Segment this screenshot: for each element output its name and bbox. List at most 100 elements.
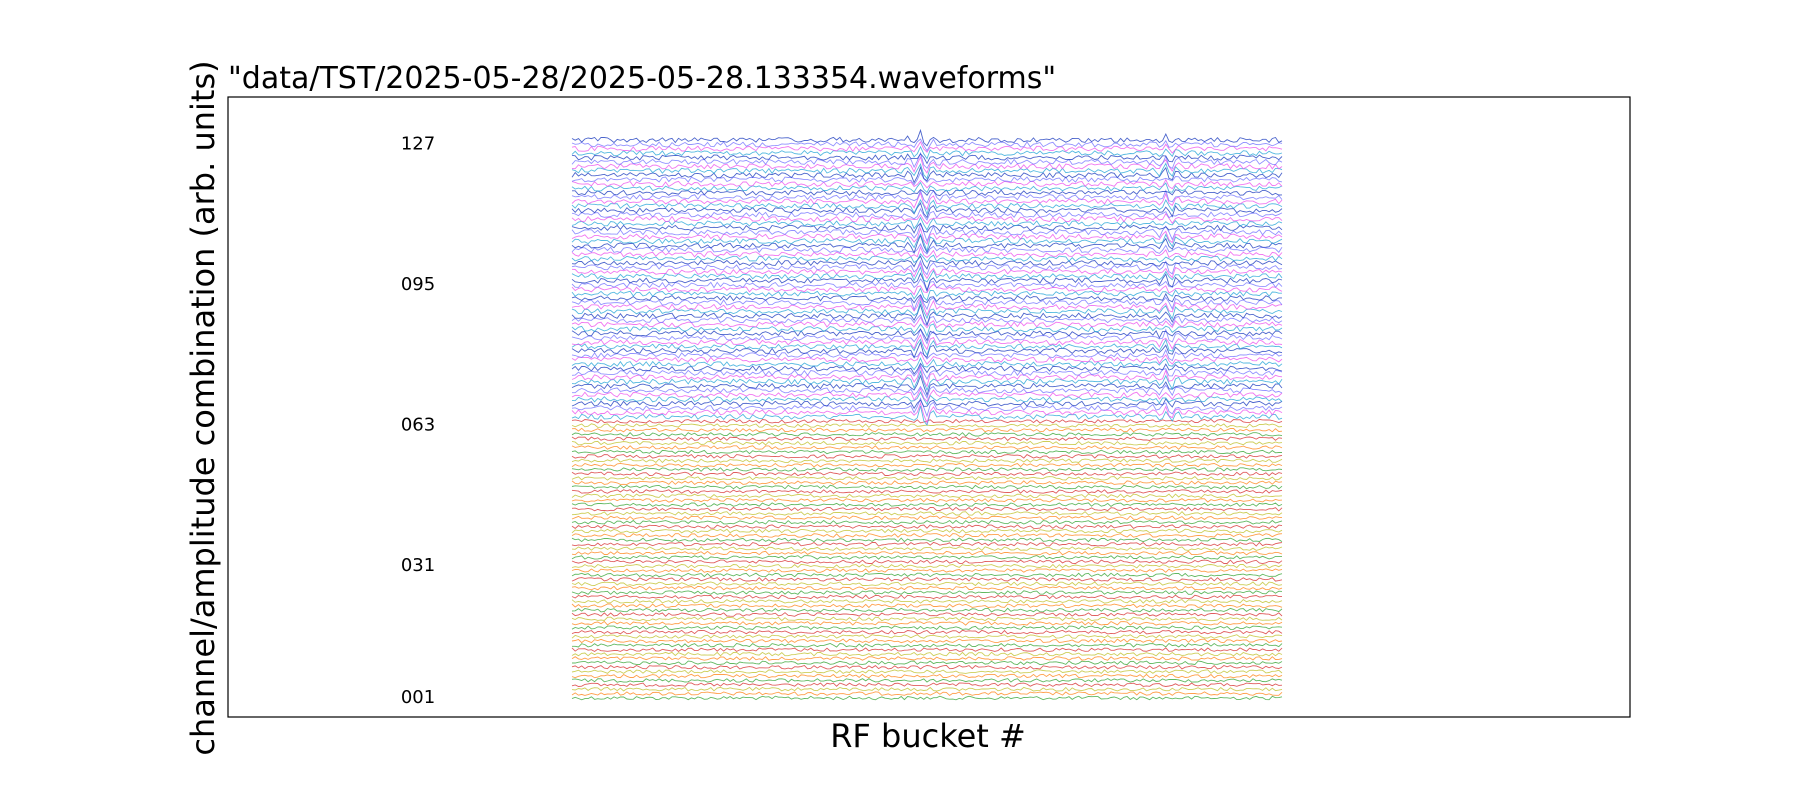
channel-trace-110: [571, 212, 1283, 225]
channel-trace-23: [571, 599, 1283, 604]
channel-trace-2: [571, 691, 1283, 696]
channel-trace-51: [571, 476, 1283, 481]
channel-trace-126: [571, 140, 1283, 154]
channel-trace-112: [571, 201, 1283, 219]
channel-trace-8: [571, 664, 1283, 670]
channel-trace-71: [572, 384, 1283, 400]
channel-trace-115: [571, 189, 1283, 204]
channel-trace-67: [571, 397, 1283, 418]
channel-trace-4: [571, 682, 1283, 688]
plot-frame: [227, 96, 1631, 718]
channel-trace-50: [571, 480, 1283, 486]
channel-trace-72: [571, 374, 1283, 397]
channel-trace-89: [571, 299, 1283, 320]
channel-trace-6: [571, 673, 1283, 679]
channel-trace-64: [571, 418, 1283, 424]
channel-trace-53: [571, 467, 1283, 472]
channel-trace-40: [571, 524, 1283, 529]
channel-trace-111: [571, 207, 1283, 221]
channel-trace-43: [571, 511, 1283, 516]
channel-trace-70: [571, 387, 1283, 403]
channel-trace-62: [571, 427, 1283, 433]
channel-trace-76: [571, 362, 1283, 375]
waveform-traces: [571, 128, 1283, 701]
channel-trace-97: [571, 265, 1283, 283]
channel-trace-26: [571, 585, 1283, 591]
channel-trace-41: [571, 519, 1283, 525]
channel-trace-96: [571, 272, 1283, 292]
channel-trace-77: [571, 357, 1283, 371]
channel-trace-84: [571, 328, 1283, 342]
channel-trace-17: [571, 625, 1283, 630]
channel-trace-109: [571, 216, 1283, 231]
channel-trace-120: [571, 165, 1283, 184]
channel-trace-116: [572, 188, 1283, 197]
channel-trace-74: [571, 364, 1283, 388]
channel-trace-31: [571, 563, 1283, 569]
channel-trace-94: [571, 283, 1283, 296]
channel-trace-78: [571, 350, 1283, 365]
channel-trace-57: [571, 449, 1282, 455]
channel-trace-27: [571, 581, 1283, 587]
channel-trace-79: [571, 348, 1283, 362]
channel-trace-48: [571, 489, 1283, 494]
channel-trace-15: [571, 634, 1283, 639]
channel-trace-119: [571, 171, 1283, 186]
channel-trace-123: [571, 151, 1283, 170]
channel-trace-75: [571, 364, 1283, 380]
channel-trace-55: [571, 458, 1283, 464]
channel-trace-90: [571, 296, 1283, 317]
channel-trace-118: [571, 178, 1283, 190]
channel-trace-29: [571, 572, 1283, 578]
channel-trace-92: [571, 292, 1282, 304]
x-axis-label: RF bucket #: [830, 717, 1026, 755]
channel-trace-59: [571, 440, 1283, 446]
chart-title: "data/TST/2025-05-28/2025-05-28.133354.w…: [228, 61, 1056, 96]
channel-trace-125: [571, 145, 1283, 160]
channel-trace-105: [571, 233, 1283, 253]
channel-trace-7: [571, 669, 1283, 675]
channel-trace-32: [571, 559, 1283, 565]
channel-trace-99: [571, 259, 1283, 276]
channel-trace-13: [572, 642, 1283, 648]
channel-trace-33: [571, 555, 1282, 560]
channel-trace-9: [572, 660, 1283, 666]
channel-trace-86: [571, 316, 1283, 329]
channel-trace-88: [571, 303, 1283, 327]
y-tick-label-031: 031: [401, 555, 435, 576]
channel-trace-85: [571, 323, 1283, 338]
channel-trace-39: [571, 528, 1283, 534]
channel-trace-11: [571, 651, 1283, 657]
channel-trace-12: [571, 647, 1283, 653]
channel-trace-58: [571, 445, 1283, 450]
channel-trace-117: [571, 181, 1283, 194]
y-tick-labels: 001 031 063 095 127: [401, 133, 435, 708]
channel-trace-49: [571, 484, 1283, 490]
channel-trace-91: [571, 295, 1283, 312]
channel-trace-113: [571, 198, 1283, 216]
channel-trace-10: [571, 656, 1283, 661]
channel-trace-100: [571, 255, 1283, 270]
channel-trace-54: [571, 462, 1283, 468]
channel-trace-107: [571, 222, 1283, 243]
channel-trace-14: [571, 638, 1283, 644]
channel-trace-82: [571, 333, 1283, 351]
y-tick-label-063: 063: [401, 415, 435, 436]
channel-trace-127: [571, 138, 1283, 152]
channel-trace-21: [571, 607, 1283, 613]
channel-trace-18: [571, 620, 1283, 626]
channel-trace-114: [571, 191, 1283, 211]
channel-trace-60: [571, 436, 1283, 442]
channel-trace-3: [571, 686, 1283, 692]
channel-trace-69: [571, 391, 1283, 406]
channel-trace-5: [571, 678, 1283, 683]
channel-trace-56: [571, 454, 1283, 459]
channel-trace-61: [571, 432, 1283, 437]
channel-trace-1: [571, 695, 1283, 701]
channel-trace-121: [571, 162, 1283, 180]
channel-trace-35: [571, 546, 1283, 551]
channel-trace-25: [571, 590, 1283, 595]
channel-trace-66: [571, 401, 1283, 425]
channel-trace-46: [571, 497, 1283, 503]
